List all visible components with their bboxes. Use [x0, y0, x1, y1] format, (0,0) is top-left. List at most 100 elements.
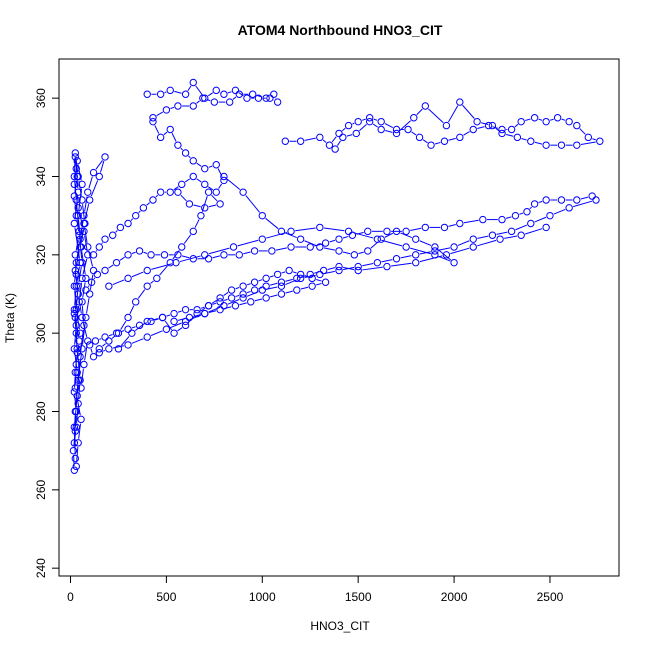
series-0-segment-80	[99, 160, 105, 173]
series-0-segment-62	[79, 235, 83, 259]
series-7-point-12	[178, 180, 186, 189]
series-2-point-4	[335, 129, 343, 138]
series-2-segment-13	[448, 137, 456, 141]
series-0-point-58	[74, 172, 82, 181]
series-0-point-30	[70, 423, 79, 431]
series-5-point-12	[277, 278, 286, 286]
series-3-point-4	[204, 188, 213, 196]
series-0-point-74	[82, 313, 90, 322]
series-2-segment-30	[521, 138, 527, 141]
series-6-point-5	[488, 231, 497, 239]
series-2-point-5	[344, 121, 353, 130]
series-8-point-0	[220, 172, 228, 181]
series-2-segment-19	[525, 118, 531, 121]
series-2-segment-7	[373, 118, 378, 121]
series-4-point-9	[456, 219, 464, 228]
series-5-point-19	[193, 305, 201, 314]
series-0-point-14	[70, 192, 79, 200]
series-9-segment-13	[281, 271, 286, 274]
series-2-segment-8	[384, 123, 394, 129]
series-0-point-49	[77, 384, 85, 392]
series-1-point-19	[199, 94, 207, 102]
series-6-segment-5	[477, 235, 489, 239]
series-5-point-25	[124, 325, 132, 333]
series-0-segment-4	[74, 376, 76, 388]
series-9-segment-16	[316, 279, 322, 282]
series-7-segment-0	[154, 125, 160, 134]
series-9-point-4	[170, 329, 178, 337]
series-7-segment-16	[138, 210, 141, 214]
series-5-segment-0	[525, 228, 543, 235]
series-0-point-22	[70, 305, 79, 314]
series-3-point-13	[114, 329, 123, 337]
series-2-segment-5	[352, 122, 355, 125]
series-0-point-75	[85, 290, 94, 298]
series-8-segment-8	[370, 241, 379, 249]
series-8-point-1	[239, 188, 247, 196]
series-4-point-28	[147, 251, 155, 259]
series-1-point-8	[231, 86, 240, 95]
series-1-point-14	[262, 94, 270, 102]
series-9-point-21	[262, 294, 270, 302]
series-8-point-24	[143, 266, 151, 275]
series-8-segment-9	[384, 232, 394, 238]
series-5-point-13	[262, 282, 270, 290]
series-7-segment-10	[196, 178, 202, 183]
series-0-point-63	[78, 258, 86, 267]
series-9-segment-10	[246, 283, 251, 286]
series-8-point-22	[201, 251, 209, 259]
series-8-point-25	[124, 274, 132, 283]
series-5-point-27	[101, 333, 109, 341]
series-3-segment-9	[150, 280, 154, 284]
series-0-point-68	[74, 399, 82, 408]
series-3-segment-5	[194, 219, 200, 228]
series-5-point-5	[412, 258, 420, 267]
series-2-segment-29	[534, 141, 543, 145]
series-6-segment-16	[266, 286, 278, 290]
series-7-segment-2	[171, 133, 177, 142]
series-9-segment-7	[211, 299, 217, 304]
series-7-segment-12	[173, 186, 179, 191]
series-5-segment-25	[120, 330, 125, 333]
series-9-point-7	[204, 302, 213, 310]
series-4-point-27	[160, 251, 169, 259]
series-1-point-3	[181, 90, 190, 98]
series-0-point-46	[72, 321, 80, 330]
series-4-segment-23	[212, 255, 220, 259]
series-0-point-8	[70, 309, 79, 318]
series-4-point-23	[220, 251, 228, 259]
series-0-point-43	[84, 251, 92, 259]
series-9-point-10	[239, 282, 247, 290]
series-2-segment-22	[561, 118, 566, 121]
series-2-segment-40	[372, 123, 379, 128]
series-1-point-2	[166, 86, 174, 95]
series-0-point-80	[95, 172, 103, 181]
series-9-point-27	[170, 317, 178, 326]
series-0-segment-49	[81, 368, 84, 384]
series-7-point-8	[220, 176, 228, 185]
series-1-segment-21	[170, 106, 175, 110]
series-2-point-34	[473, 117, 481, 126]
series-2-point-1	[296, 137, 305, 145]
y-tick-label-5: 340	[34, 166, 48, 186]
series-4-segment-3	[538, 200, 543, 204]
series-2-segment-25	[592, 138, 597, 141]
series-0-segment-78	[84, 203, 90, 220]
series-8-point-9	[377, 235, 385, 243]
series-8-segment-16	[352, 231, 374, 239]
series-1-point-7	[220, 90, 228, 98]
series-1-segment-1	[164, 91, 167, 94]
series-2-point-6	[354, 117, 362, 126]
series-2-segment-12	[434, 141, 441, 145]
series-0-segment-27	[76, 446, 79, 463]
series-0-segment-67	[78, 384, 81, 400]
series-4-segment-4	[529, 206, 533, 210]
series-1-segment-2	[174, 90, 182, 94]
series-8-point-13	[450, 258, 458, 267]
series-5-segment-11	[285, 278, 293, 282]
series-6-segment-3	[515, 224, 528, 231]
series-9-segment-19	[285, 290, 293, 294]
series-0-segment-72	[78, 352, 82, 377]
series-0-point-5	[71, 368, 80, 377]
series-6-point-23	[143, 333, 151, 341]
